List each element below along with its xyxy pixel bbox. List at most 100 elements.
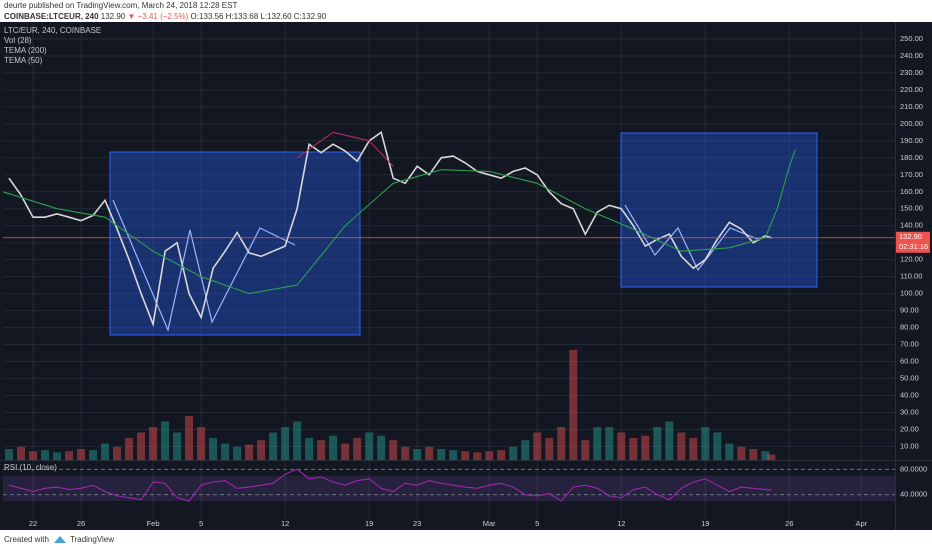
- volume-bar: [557, 427, 566, 460]
- volume-bar: [605, 427, 614, 460]
- volume-bar: [461, 451, 470, 460]
- volume-bar: [629, 438, 638, 460]
- volume-bar: [737, 446, 746, 460]
- footer-created: Created with: [4, 535, 49, 544]
- x-tick-label: 5: [535, 519, 539, 528]
- volume-bar: [209, 438, 218, 460]
- x-tick-label: 23: [413, 519, 421, 528]
- volume-bar: [473, 452, 482, 460]
- x-tick-label: 5: [199, 519, 203, 528]
- brand-logo: [54, 536, 66, 543]
- y-tick-label: 80.00: [900, 323, 919, 332]
- volume-bar: [17, 446, 26, 460]
- x-tick-label: 22: [29, 519, 37, 528]
- header-bar: [0, 0, 932, 22]
- legend-entry: TEMA (200): [4, 46, 47, 55]
- pattern-box: [109, 151, 361, 336]
- rsi-title: RSI (10, close): [4, 463, 57, 472]
- volume-bar: [449, 450, 458, 460]
- volume-bar: [173, 432, 182, 460]
- ohlc: O:133.56 H:133.68 L:132.60 C:132.90: [191, 12, 327, 21]
- volume-bar: [653, 427, 662, 460]
- last-price-tag: [896, 231, 930, 253]
- volume-bar: [77, 449, 86, 460]
- y-tick-label: 30.00: [900, 407, 919, 416]
- volume-bar: [497, 450, 506, 460]
- y-tick-label: 140.00: [900, 221, 923, 230]
- price: 132.90: [101, 12, 126, 21]
- volume-bar: [293, 421, 302, 460]
- volume-bar: [113, 446, 122, 460]
- y-tick-label: 210.00: [900, 102, 923, 111]
- volume-bar: [593, 427, 602, 460]
- x-tick-label: Mar: [483, 519, 496, 528]
- x-tick-label: Apr: [856, 519, 868, 528]
- footer-bar: [0, 530, 932, 550]
- volume-bar: [689, 438, 698, 460]
- publisher: deurte published on TradingView.com, Mar…: [4, 1, 237, 10]
- volume-bar: [377, 435, 386, 460]
- series-line: [2, 149, 796, 295]
- volume-bar: [725, 443, 734, 460]
- y-tick-label: 150.00: [900, 204, 923, 213]
- volume-bar: [767, 454, 776, 460]
- volume-bar: [521, 440, 530, 460]
- volume-bar: [305, 438, 314, 460]
- volume-bar: [245, 444, 254, 460]
- volume-bar: [389, 440, 398, 460]
- symbol-line: COINBASE:LTCEUR, 240 132.90 ▼ −3.41 (−2.…: [4, 12, 327, 21]
- y-tick-label: 120.00: [900, 255, 923, 264]
- volume-bar: [641, 435, 650, 460]
- volume-bar: [341, 443, 350, 460]
- volume-bar: [41, 450, 50, 460]
- volume-bar: [569, 350, 578, 460]
- volume-bar: [257, 440, 266, 460]
- y-tick-label: 170.00: [900, 170, 923, 179]
- y-tick-label: 240.00: [900, 51, 923, 60]
- volume-bar: [269, 432, 278, 460]
- series-line: [8, 468, 772, 502]
- countdown-label: 02:31:16: [899, 242, 928, 251]
- y-tick-label: 250.00: [900, 34, 923, 43]
- volume-bar: [713, 432, 722, 460]
- y-tick-label: 200.00: [900, 119, 923, 128]
- volume-bar: [221, 443, 230, 460]
- x-tick-label: 12: [617, 519, 625, 528]
- volume-bar: [581, 440, 590, 460]
- y-tick-label: 180.00: [900, 153, 923, 162]
- y-tick-label: 40.00: [900, 390, 919, 399]
- volume-bar: [425, 446, 434, 460]
- volume-bar: [437, 449, 446, 460]
- volume-bar: [749, 449, 758, 460]
- volume-bar: [509, 446, 518, 460]
- volume-bar: [125, 438, 134, 460]
- volume-bar: [29, 451, 38, 460]
- y-tick-label: 60.00: [900, 357, 919, 366]
- y-tick-label: 220.00: [900, 85, 923, 94]
- volume-bar: [317, 440, 326, 460]
- volume-bar: [413, 449, 422, 460]
- pattern-arrow: [112, 199, 296, 332]
- y-tick-label: 50.00: [900, 373, 919, 382]
- volume-bar: [365, 432, 374, 460]
- rsi-tick-label: 40.0000: [900, 490, 927, 499]
- volume-bar: [701, 427, 710, 460]
- grid: [3, 22, 895, 520]
- volume-bar: [677, 432, 686, 460]
- legend-entry: TEMA (50): [4, 56, 43, 65]
- y-tick-label: 10.00: [900, 441, 919, 450]
- volume-bar: [617, 432, 626, 460]
- volume-bar: [53, 452, 62, 460]
- volume-bar: [353, 438, 362, 460]
- volume-bar: [197, 427, 206, 460]
- volume-bar: [5, 449, 14, 460]
- x-tick-label: 26: [785, 519, 793, 528]
- rsi-band: [3, 475, 895, 501]
- volume-bar: [101, 443, 110, 460]
- x-tick-label: 26: [77, 519, 85, 528]
- volume-bar: [533, 432, 542, 460]
- y-tick-label: 230.00: [900, 68, 923, 77]
- volume-bar: [185, 416, 194, 460]
